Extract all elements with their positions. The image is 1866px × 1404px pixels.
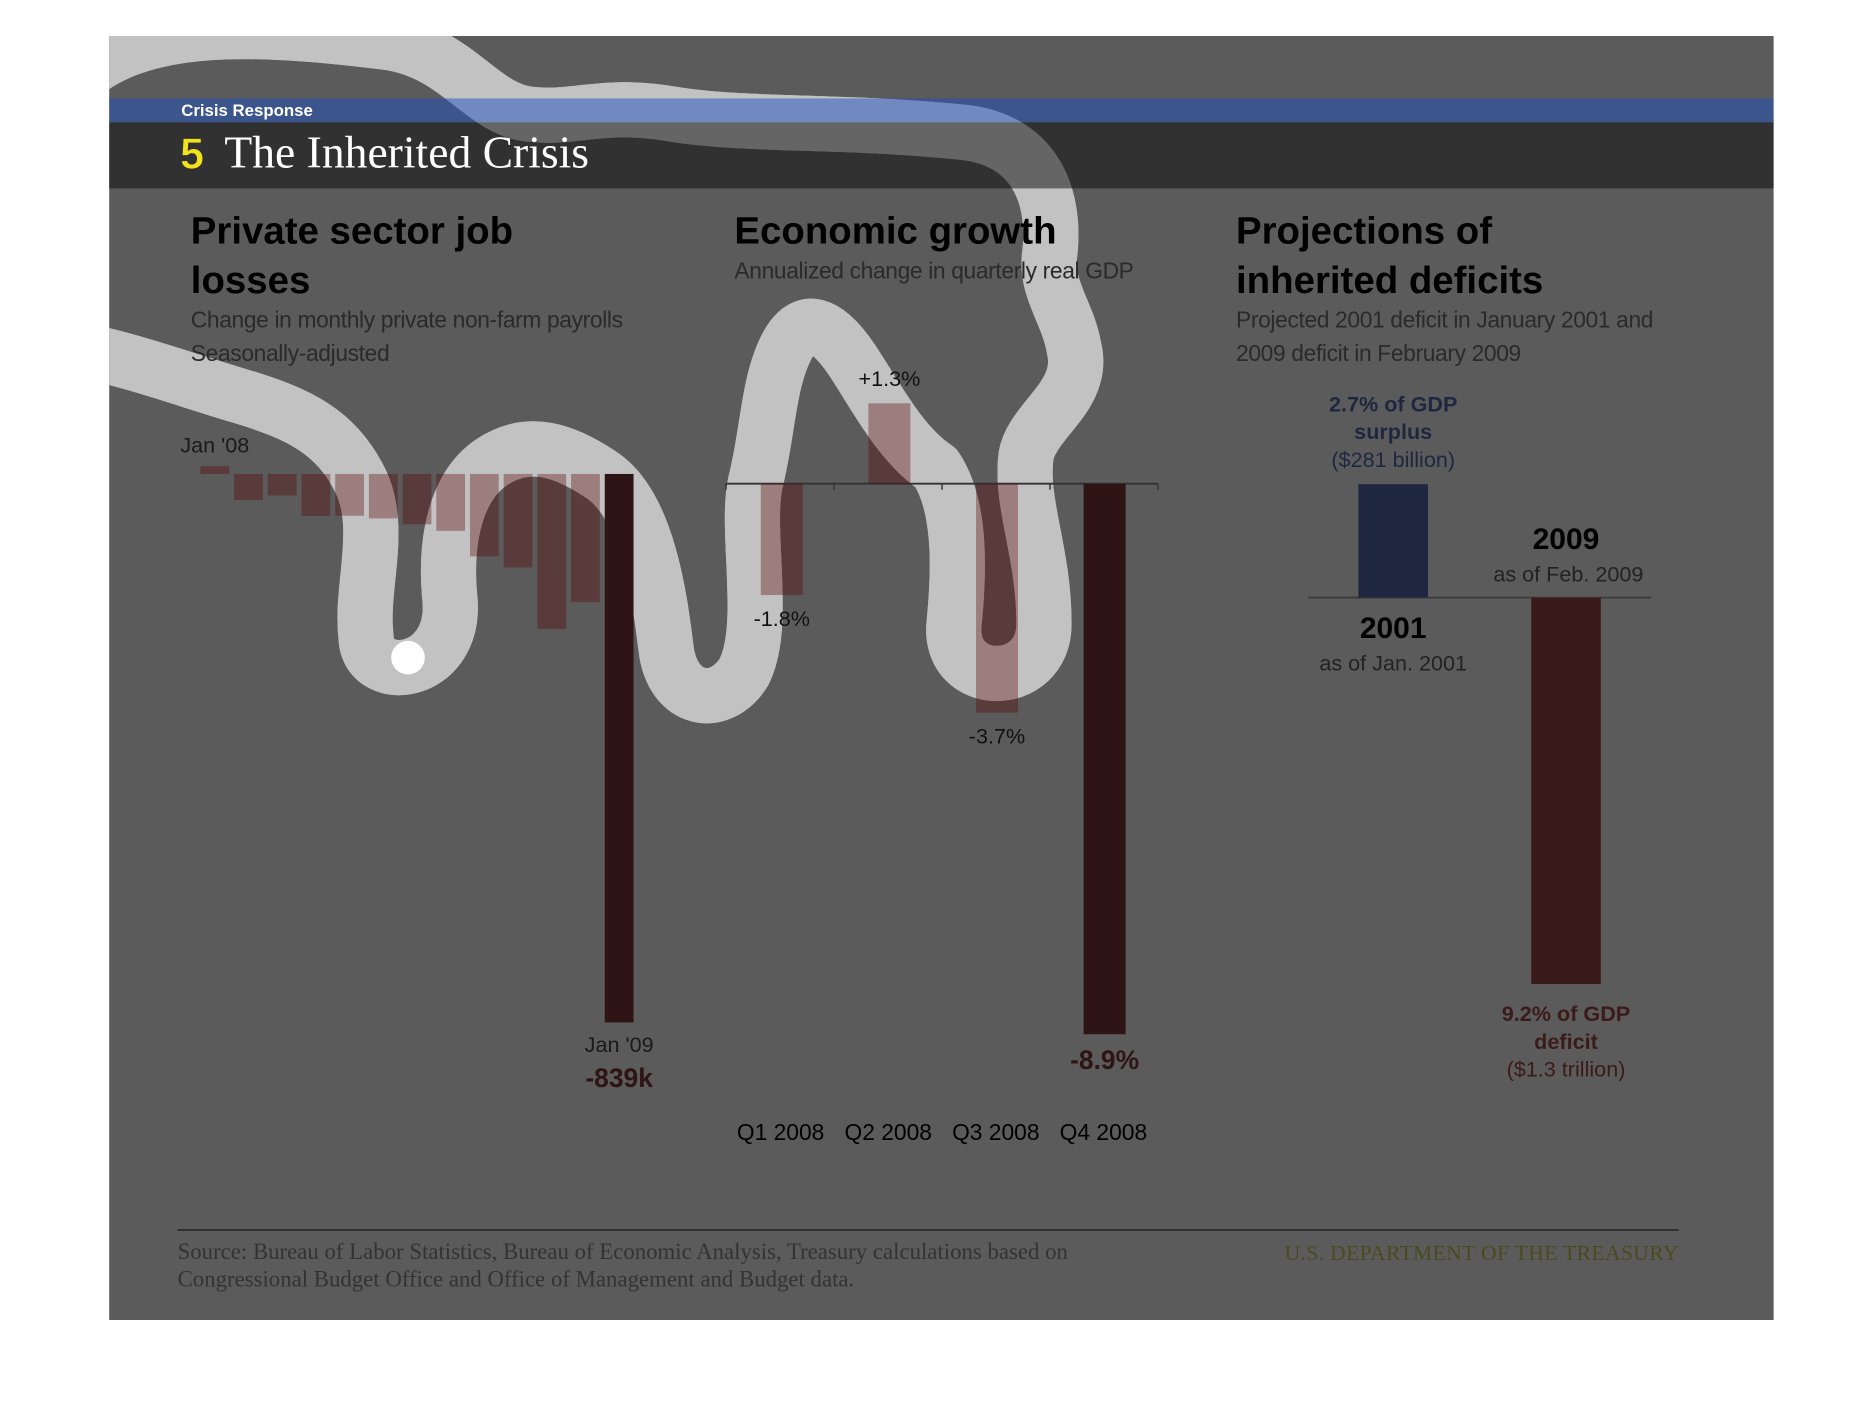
bar (301, 473, 331, 516)
category-note: as of Feb. 2009 (1493, 562, 1643, 587)
category-label: Q4 2008 (1060, 1119, 1147, 1145)
category-label: Q2 2008 (844, 1119, 931, 1145)
bar (1358, 484, 1428, 598)
category-label: Q1 2008 (737, 1119, 824, 1145)
chart-subtitle: Change in monthly private non-farm payro… (190, 308, 623, 334)
bar (1083, 483, 1126, 1035)
value-label: -839k (585, 1063, 653, 1093)
bar (267, 473, 297, 496)
amount-label: ($281 billion) (1331, 447, 1456, 471)
page-title: The Inherited Crisis (224, 127, 589, 178)
value-label-block: 9.2% of GDP deficit ($1.3 trillion) (1434, 1001, 1698, 1084)
value-label: -8.9% (1070, 1045, 1139, 1075)
source-note: Source: Bureau of Labor Statistics, Bure… (177, 1239, 1068, 1293)
category-note: as of Jan. 2001 (1319, 651, 1467, 676)
bar (335, 473, 364, 516)
charts: Jan '08 Jan '09 -839k -1.8% Q1 2008 +1.3% Q2 2… (180, 366, 1698, 1145)
category-label: Q3 2008 (952, 1119, 1039, 1145)
bar (760, 483, 803, 596)
bar (571, 473, 600, 603)
bar (868, 403, 911, 484)
bar (469, 473, 499, 557)
category-label: Jan '08 (180, 433, 249, 458)
chart-title: Economic growth (734, 208, 1057, 252)
blob-hole (391, 640, 425, 675)
bar (200, 466, 230, 474)
value-label: 9.2% of GDP deficit (1501, 1002, 1631, 1054)
chart-heading: Economic growth Annualized change in qua… (734, 208, 1134, 285)
chart-title: Private sector job losses (190, 208, 514, 302)
bar (436, 473, 466, 531)
label-block: 2.7% of GDP surplus ($281 billion) (1261, 391, 1525, 474)
value-label: 2.7% of GDP surplus (1328, 391, 1458, 444)
section-label: Crisis Response (181, 101, 313, 120)
title-bar (109, 122, 1774, 189)
chart-heading: Private sector job losses Change in mont… (190, 208, 623, 368)
label-block: 9.2% of GDP deficit ($1.3 trillion) (1434, 1001, 1698, 1084)
bar (402, 473, 432, 525)
value-label: +1.3% (858, 366, 920, 391)
footer-source: Source: Bureau of Labor Statistics, Bure… (177, 1239, 1068, 1293)
chart-subtitle: Annualized change in quarterly real GDP (734, 259, 1134, 285)
bar (537, 473, 567, 629)
chart-heading: Projections of inherited deficits Projec… (1236, 208, 1654, 368)
value-label: -1.8% (754, 606, 810, 631)
bar (368, 473, 398, 519)
amount-label: ($1.3 trillion) (1506, 1057, 1626, 1082)
category-label: 2001 (1360, 612, 1427, 645)
agency-name: U.S. DEPARTMENT OF THE TREASURY (1285, 1241, 1679, 1265)
section-number: 5 (180, 131, 204, 179)
category-label: 2009 (1533, 523, 1600, 556)
bar (976, 483, 1019, 713)
value-label: -3.7% (969, 723, 1025, 748)
bar (234, 473, 263, 501)
value-label-block: 2.7% of GDP surplus ($281 billion) (1261, 391, 1525, 474)
bar (1531, 597, 1601, 984)
chart-subtitle: Seasonally-adjusted (190, 342, 390, 368)
chart-title: Projections of inherited deficits (1236, 208, 1544, 302)
category-label: Jan '09 (585, 1032, 654, 1057)
bar (503, 473, 533, 568)
chart-subtitle: Projected 2001 deficit in January 2001 a… (1236, 308, 1654, 368)
section-strip (109, 98, 1774, 123)
bar (604, 473, 634, 1023)
